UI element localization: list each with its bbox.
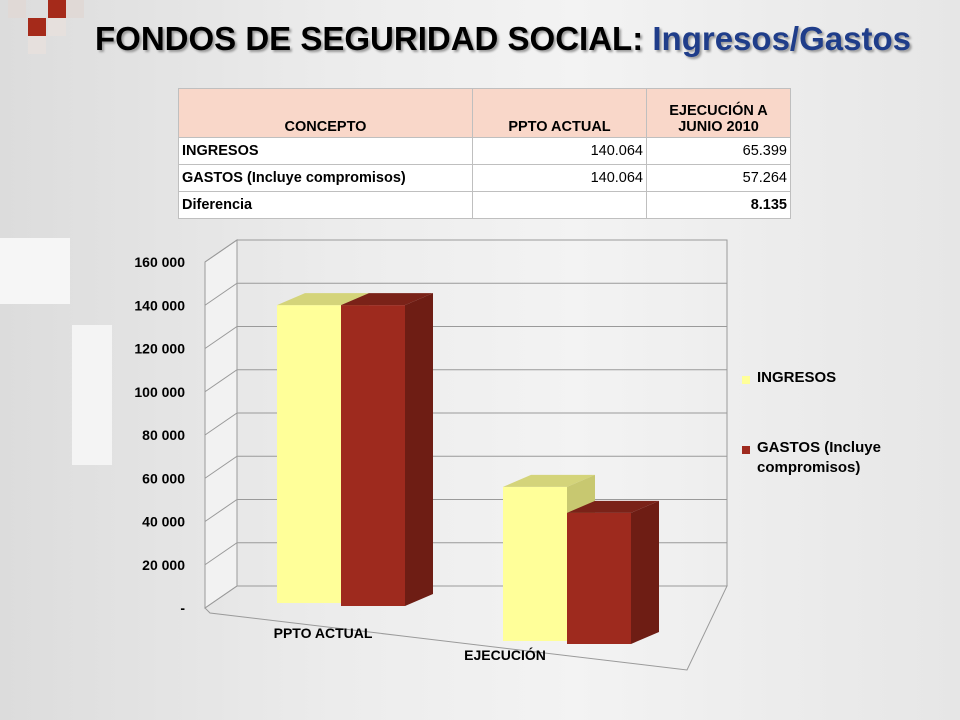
gridline xyxy=(204,282,727,306)
y-tick-label: 80 000 xyxy=(142,427,185,443)
bar-side-face xyxy=(631,500,659,644)
bar-top-face xyxy=(277,293,369,306)
bar-top-face xyxy=(341,293,433,306)
table-row: Diferencia 8.135 xyxy=(178,191,791,219)
y-tick-label: 120 000 xyxy=(134,341,185,357)
bar-gastos-ppto xyxy=(341,305,405,606)
y-tick-label: 60 000 xyxy=(142,470,185,486)
gridline xyxy=(204,412,727,436)
y-tick-label: 20 000 xyxy=(142,557,185,573)
y-tick-label: 40 000 xyxy=(142,514,185,530)
x-category-label: PPTO ACTUAL xyxy=(274,625,373,641)
page-title: FONDOS DE SEGURIDAD SOCIAL: Ingresos/Gas… xyxy=(95,20,911,58)
x-category-label: EJECUCIÓN xyxy=(464,646,546,663)
row-label-ingresos: INGRESOS xyxy=(178,137,473,165)
y-tick-label: 160 000 xyxy=(134,254,185,270)
legend-label: GASTOS (Incluye compromisos) xyxy=(757,439,881,476)
chart-floor xyxy=(204,585,728,671)
cell-ingresos-ejec: 65.399 xyxy=(646,137,791,165)
y-tick-label: 140 000 xyxy=(134,297,185,313)
background-panel-left xyxy=(0,238,70,304)
legend-swatch xyxy=(742,376,750,384)
background-panel-left-2 xyxy=(72,325,112,465)
gridline xyxy=(204,239,727,263)
cell-diferencia-ejec: 8.135 xyxy=(646,191,791,219)
gridline xyxy=(204,369,727,393)
gridline xyxy=(204,455,727,479)
gridline xyxy=(204,326,727,349)
title-part-1: FONDOS DE SEGURIDAD SOCIAL: xyxy=(95,20,644,57)
legend-swatch xyxy=(742,446,750,454)
bar-ingresos-ppto xyxy=(277,305,341,603)
legend-label: INGRESOS xyxy=(757,369,836,386)
bar-ingresos-ejecucion xyxy=(503,486,567,641)
y-tick-label: - xyxy=(180,600,185,616)
bar-side-face xyxy=(405,293,433,606)
cell-diferencia-ppto xyxy=(472,191,647,219)
bar-top-face xyxy=(567,500,659,513)
summary-table: CONCEPTO PPTO ACTUAL EJECUCIÓN A JUNIO 2… xyxy=(178,88,791,219)
bar-gastos-ejecucion xyxy=(567,512,631,644)
row-label-diferencia: Diferencia xyxy=(178,191,473,219)
title-part-2: Ingresos/Gastos xyxy=(652,20,911,57)
y-tick-label: 100 000 xyxy=(134,384,185,400)
table-row: INGRESOS 140.064 65.399 xyxy=(178,137,791,165)
cell-gastos-ppto: 140.064 xyxy=(472,164,647,192)
cell-gastos-ejec: 57.264 xyxy=(646,164,791,192)
bar-top-face xyxy=(503,474,595,487)
